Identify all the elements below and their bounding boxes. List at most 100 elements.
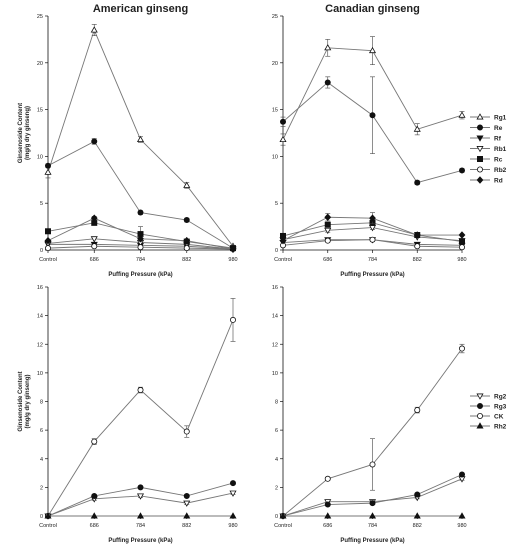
data-point xyxy=(137,387,144,394)
y-tick-label: 0 xyxy=(40,248,43,254)
data-point xyxy=(369,214,376,222)
data-point xyxy=(369,112,376,119)
data-point xyxy=(324,221,331,228)
legend-label: Rb1 xyxy=(494,146,507,153)
data-point xyxy=(183,217,190,224)
legend: Rg1 Re Rf Rb1 Rc Rb2 Rd xyxy=(470,113,507,184)
x-tick-label: 784 xyxy=(368,257,377,263)
data-point xyxy=(183,492,190,499)
data-point xyxy=(91,138,98,145)
data-point xyxy=(414,243,421,250)
data-point xyxy=(458,471,465,478)
data-point xyxy=(136,135,145,143)
y-tick-label: 2 xyxy=(275,485,278,491)
x-tick-label: 882 xyxy=(182,523,191,529)
data-point xyxy=(279,236,287,245)
y-tick-label: 14 xyxy=(272,314,278,320)
data-point xyxy=(137,235,144,243)
series-rh2 xyxy=(44,512,237,519)
legend-marker xyxy=(476,135,484,142)
data-point xyxy=(183,245,190,252)
y-tick-label: 6 xyxy=(40,428,43,434)
data-point xyxy=(413,512,421,519)
y-axis-label: Ginsenoside Content(mg/g dry ginseng) xyxy=(18,371,31,431)
x-tick-label: Control xyxy=(274,257,292,263)
data-point xyxy=(279,135,287,143)
y-tick-label: 12 xyxy=(37,342,43,348)
legend-label: CK xyxy=(494,413,504,420)
x-tick-label: 882 xyxy=(182,257,191,263)
y-tick-label: 12 xyxy=(272,342,278,348)
x-tick-label: 980 xyxy=(457,257,466,263)
x-tick-label: 686 xyxy=(323,523,332,529)
y-tick-label: 8 xyxy=(275,400,278,406)
y-tick-label: 0 xyxy=(40,514,43,520)
series-ck xyxy=(45,298,236,520)
data-point xyxy=(91,243,98,250)
y-tick-label: 15 xyxy=(272,108,278,114)
y-tick-label: 5 xyxy=(40,201,43,207)
legend-label: Rg1 xyxy=(494,114,507,121)
y-tick-label: 0 xyxy=(275,248,278,254)
series-rb2 xyxy=(279,236,465,251)
data-point xyxy=(90,236,98,243)
data-point xyxy=(369,500,376,507)
x-tick-label: Control xyxy=(39,523,57,529)
data-point xyxy=(90,214,98,222)
data-point xyxy=(45,245,52,252)
data-point xyxy=(137,484,144,491)
x-tick-label: 980 xyxy=(457,523,466,529)
y-tick-label: 25 xyxy=(37,14,43,20)
y-tick-label: 2 xyxy=(40,485,43,491)
x-tick-label: 882 xyxy=(413,523,422,529)
data-point xyxy=(324,44,332,51)
data-point xyxy=(229,512,237,519)
data-point xyxy=(458,244,465,251)
y-tick-label: 4 xyxy=(40,457,43,463)
y-tick-label: 0 xyxy=(275,514,278,520)
legend-label: Rd xyxy=(494,177,503,184)
x-tick-label: 980 xyxy=(228,523,237,529)
legend-marker xyxy=(476,176,484,184)
y-tick-label: 20 xyxy=(37,61,43,67)
series-rg3 xyxy=(279,471,465,520)
legend-label: Rh2 xyxy=(494,423,507,430)
legend-marker xyxy=(476,412,483,419)
data-point xyxy=(324,227,332,235)
x-tick-label: Control xyxy=(39,257,57,263)
legend-marker xyxy=(476,422,484,429)
x-axis-label: Puffing Pressure (kPa) xyxy=(108,538,172,544)
data-point xyxy=(229,490,237,497)
x-tick-label: Control xyxy=(274,523,292,529)
data-point xyxy=(458,238,465,245)
data-point xyxy=(183,181,191,188)
series-rg1 xyxy=(44,24,237,249)
y-axis-label: Ginsenoside Content(mg/g dry ginseng) xyxy=(18,103,31,163)
y-tick-label: 5 xyxy=(275,201,278,207)
x-tick-label: 784 xyxy=(368,523,377,529)
data-point xyxy=(369,236,376,243)
chart-panel-4: 0 2 4 6 8 10 12 14 16 Control 686 784 882 980 Puffing … xyxy=(272,285,507,544)
y-tick-label: 25 xyxy=(272,14,278,20)
legend-marker xyxy=(476,166,483,173)
y-tick-label: 15 xyxy=(37,108,43,114)
data-point xyxy=(414,491,421,498)
data-point xyxy=(413,231,421,239)
legend-marker xyxy=(476,124,483,131)
data-point xyxy=(136,512,145,519)
chart-panel-3: 0 2 4 6 8 10 12 14 16 Control 686 784 882 980 Puffing … xyxy=(18,285,238,544)
x-tick-label: 784 xyxy=(136,523,145,529)
data-point xyxy=(458,111,466,118)
data-point xyxy=(136,493,145,500)
data-point xyxy=(458,231,466,239)
legend-marker xyxy=(476,393,484,400)
series-rh2 xyxy=(279,512,466,519)
data-point xyxy=(44,236,52,245)
chart-panel-2: Canadian ginseng 0 5 10 15 20 25 Control 686 784 8… xyxy=(272,3,507,278)
data-point xyxy=(183,236,191,245)
y-tick-label: 4 xyxy=(275,457,278,463)
data-point xyxy=(458,512,466,519)
x-tick-label: 784 xyxy=(136,257,145,263)
data-point xyxy=(368,512,377,519)
